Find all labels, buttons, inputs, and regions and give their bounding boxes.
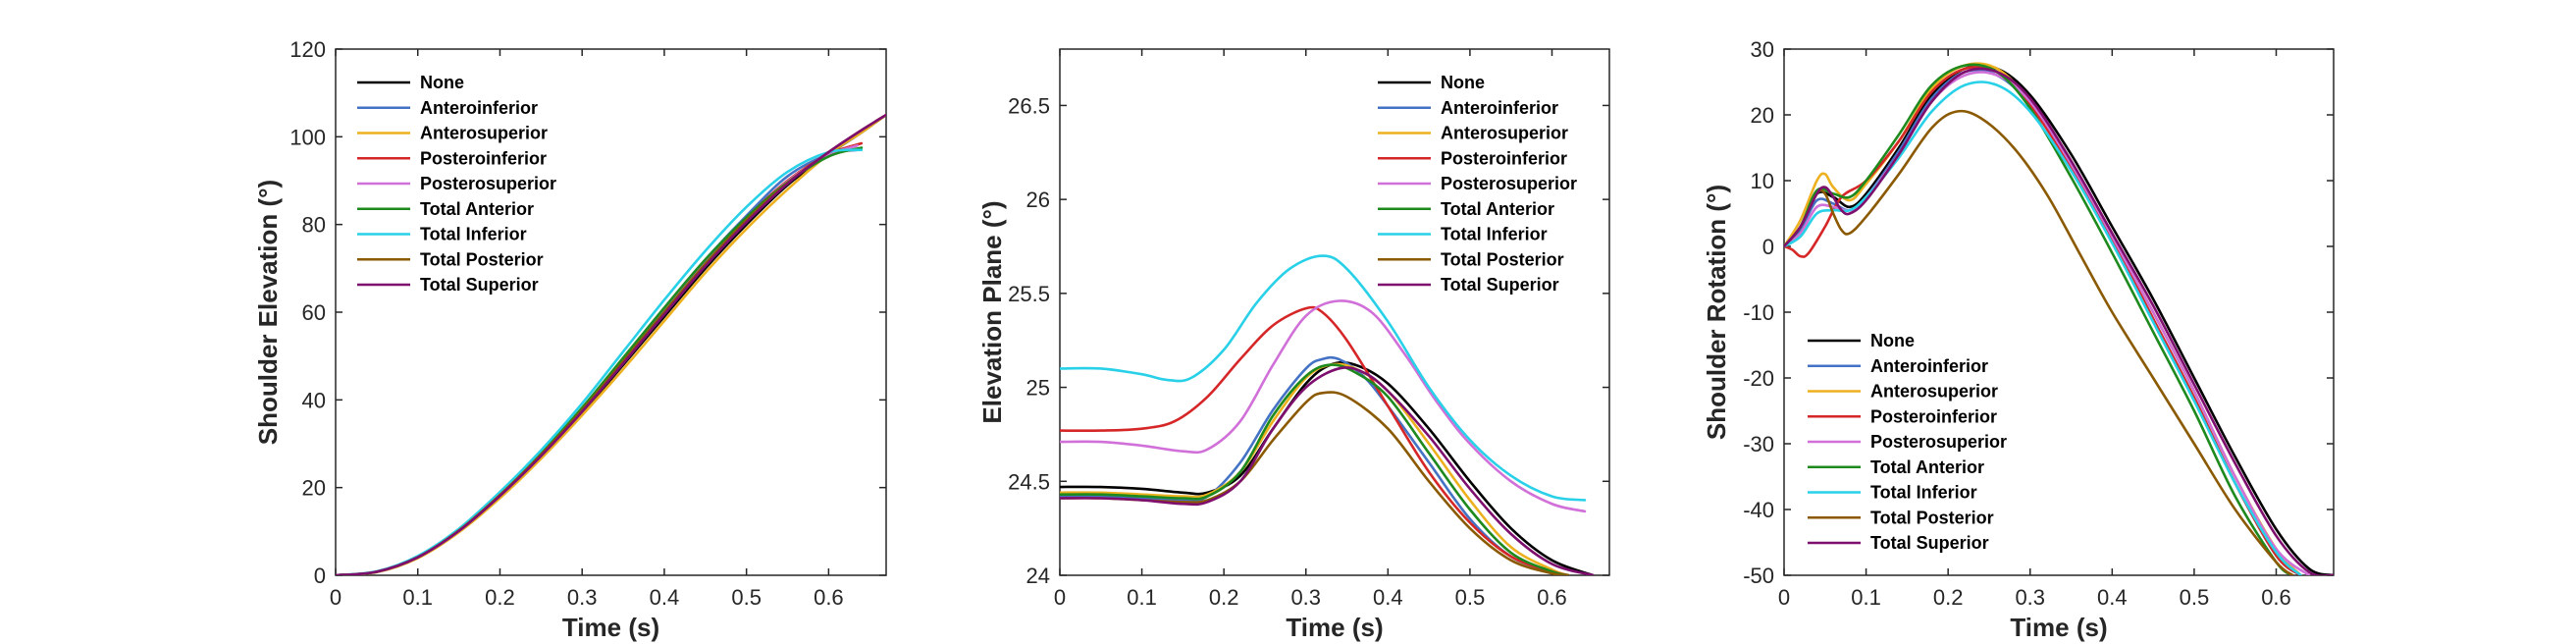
legend-label: Posteroinferior	[1441, 148, 1567, 168]
x-tick-label: 0.5	[731, 585, 762, 610]
chart-panel-3: 0 0.1 0.2 0.3 0.4 0.5 0.6 -50 -40 -30 -20 -10 0 10 20 3…	[1702, 37, 2335, 642]
y-tick-label: 80	[302, 213, 326, 238]
y-tick-label: 26	[1026, 188, 1050, 212]
x-axis-label: Time (s)	[1286, 613, 1383, 642]
y-tick-label: 0	[314, 564, 326, 588]
series-lines	[1060, 254, 1595, 575]
legend-label: Total Inferior	[420, 225, 527, 244]
legend-label: Posterosuperior	[420, 174, 556, 193]
x-tick-label: 0.5	[2180, 585, 2210, 610]
x-tick-label: 0.4	[1373, 585, 1403, 610]
series-line-total-superior	[336, 113, 886, 575]
legend: None Anteroinferior Anterosuperior Posteroi…	[1808, 331, 2007, 553]
legend-label: None	[1870, 331, 1915, 350]
legend-label: Total Anterior	[1441, 199, 1554, 219]
y-tick-label: -40	[1743, 498, 1774, 522]
legend-label: Total Superior	[420, 275, 539, 295]
legend: None Anteroinferior Anterosuperior Posteroi…	[1378, 73, 1577, 295]
series-lines	[336, 113, 886, 575]
x-tick-label: 0	[1778, 585, 1790, 610]
legend-label: Anteroinferior	[420, 98, 538, 118]
legend-label: Total Inferior	[1441, 225, 1548, 244]
y-tick-label: 24	[1026, 564, 1050, 588]
x-tick-label: 0.6	[1537, 585, 1567, 610]
legend-label: Posteroinferior	[420, 148, 547, 168]
y-axis-label: Shoulder Elevation (°)	[253, 180, 283, 445]
x-tick-label: 0.2	[1209, 585, 1239, 610]
legend-label: Anteroinferior	[1441, 98, 1558, 118]
legend-label: Total Anterior	[420, 199, 534, 219]
plot-area	[1783, 48, 2335, 576]
y-tick-label: -20	[1743, 366, 1774, 391]
y-tick-label: -30	[1743, 432, 1774, 456]
x-axis-label: Time (s)	[2010, 613, 2107, 642]
x-tick-label: 0.5	[1455, 585, 1486, 610]
legend-label: Anterosuperior	[1870, 382, 1998, 402]
legend-label: Anterosuperior	[1441, 124, 1568, 143]
y-tick-label: 25.5	[1008, 282, 1050, 306]
y-tick-label: 0	[1762, 235, 1774, 259]
y-tick-label: -50	[1743, 564, 1774, 588]
series-line-total-anterior	[1060, 363, 1570, 575]
y-tick-label: 26.5	[1008, 93, 1050, 118]
series-line-total-inferior	[1060, 254, 1587, 502]
legend-label: Posteroinferior	[1870, 406, 1997, 426]
legend-label: Total Superior	[1870, 533, 1989, 553]
legend-label: Total Anterior	[1870, 457, 1984, 477]
series-line-total-posterior	[1784, 109, 2294, 575]
y-tick-label: 20	[302, 476, 326, 501]
series-line-posterosuperior	[1784, 71, 2311, 575]
series-line-posterosuperior	[1060, 299, 1587, 513]
legend-label: Posterosuperior	[1441, 174, 1577, 193]
x-tick-label: 0.3	[1290, 585, 1321, 610]
series-line-anteroinferior	[1060, 355, 1570, 575]
chart-panel-2: 0 0.1 0.2 0.3 0.4 0.5 0.6 24 24.5 25 25.5 26 26.5 Tim…	[977, 48, 1610, 642]
chart-panel-1: 0 0.1 0.2 0.3 0.4 0.5 0.6 0 20 40 60 80 100 120 Time (…	[253, 37, 887, 642]
legend-label: None	[420, 73, 464, 92]
series-line-total-superior	[1060, 366, 1595, 575]
x-tick-label: 0.2	[1933, 585, 1964, 610]
series-line-posteroinferior	[1784, 65, 2302, 575]
legend-label: Total Posterior	[420, 249, 544, 269]
series-lines	[1784, 62, 2334, 575]
y-axis-label: Elevation Plane (°)	[977, 200, 1007, 423]
legend-label: Total Posterior	[1441, 249, 1564, 269]
y-tick-label: 40	[302, 388, 326, 412]
x-tick-label: 0.2	[485, 585, 515, 610]
y-tick-label: 24.5	[1008, 469, 1050, 494]
x-tick-label: 0.1	[1127, 585, 1157, 610]
x-tick-label: 0.1	[1851, 585, 1881, 610]
legend-label: Posterosuperior	[1870, 432, 2007, 452]
y-axis-label: Shoulder Rotation (°)	[1702, 185, 1731, 440]
y-tick-label: 60	[302, 300, 326, 325]
x-tick-label: 0.3	[2015, 585, 2045, 610]
x-tick-label: 0	[1054, 585, 1066, 610]
legend-label: Total Inferior	[1870, 483, 1977, 503]
legend-label: Anterosuperior	[420, 124, 548, 143]
y-tick-label: 30	[1751, 37, 1774, 62]
y-tick-label: -10	[1743, 300, 1774, 325]
legend-label: Total Superior	[1441, 275, 1559, 295]
x-tick-label: 0	[330, 585, 342, 610]
legend-label: Anteroinferior	[1870, 356, 1988, 376]
plot-area	[335, 48, 887, 576]
x-axis-label: Time (s)	[562, 613, 659, 642]
legend-label: None	[1441, 73, 1485, 92]
series-line-none	[1060, 360, 1595, 575]
y-tick-label: 10	[1751, 169, 1774, 193]
x-tick-label: 0.6	[2261, 585, 2291, 610]
legend-label: Total Posterior	[1870, 508, 1994, 527]
y-tick-label: 25	[1026, 376, 1050, 401]
x-tick-label: 0.3	[567, 585, 598, 610]
y-tick-label: 20	[1751, 103, 1774, 128]
series-line-total-superior	[1784, 67, 2334, 575]
x-tick-label: 0.4	[2097, 585, 2128, 610]
legend: None Anteroinferior Anterosuperior Posteroi…	[357, 73, 556, 295]
x-tick-label: 0.1	[402, 585, 433, 610]
x-tick-label: 0.4	[650, 585, 680, 610]
y-tick-label: 120	[289, 37, 326, 62]
y-tick-label: 100	[289, 125, 326, 149]
x-tick-label: 0.6	[814, 585, 844, 610]
